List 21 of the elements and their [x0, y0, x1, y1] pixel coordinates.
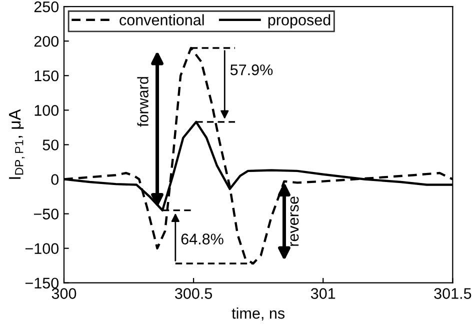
- annotation: reverse: [290, 196, 299, 246]
- annotation: 57.9%: [230, 64, 273, 76]
- x-tick-label: 301: [310, 288, 336, 299]
- y-tick-label: 250: [34, 1, 59, 12]
- annotation: 64.8%: [181, 234, 224, 244]
- y-tick-label: 0: [51, 174, 59, 185]
- legend-label: proposed: [268, 14, 330, 28]
- y-tick-label: −50: [34, 208, 59, 220]
- y-tick-label: 200: [34, 36, 59, 47]
- y-tick-label: 100: [34, 105, 59, 116]
- y-tick-label: 150: [34, 70, 59, 82]
- x-tick-label: 301.5: [434, 288, 472, 299]
- x-tick-label: 300: [52, 288, 76, 299]
- y-tick-label: −150: [25, 278, 59, 289]
- legend-label: conventional: [120, 14, 204, 26]
- y-tick-label: 50: [42, 140, 59, 150]
- x-tick-label: 300.5: [175, 288, 212, 299]
- y-tick-label: −100: [25, 243, 59, 254]
- x-axis-title: time, ns: [232, 308, 285, 321]
- y-axis-title: I$_{DP,P1}$, μA: [9, 109, 25, 179]
- annotation: forward: [137, 77, 148, 127]
